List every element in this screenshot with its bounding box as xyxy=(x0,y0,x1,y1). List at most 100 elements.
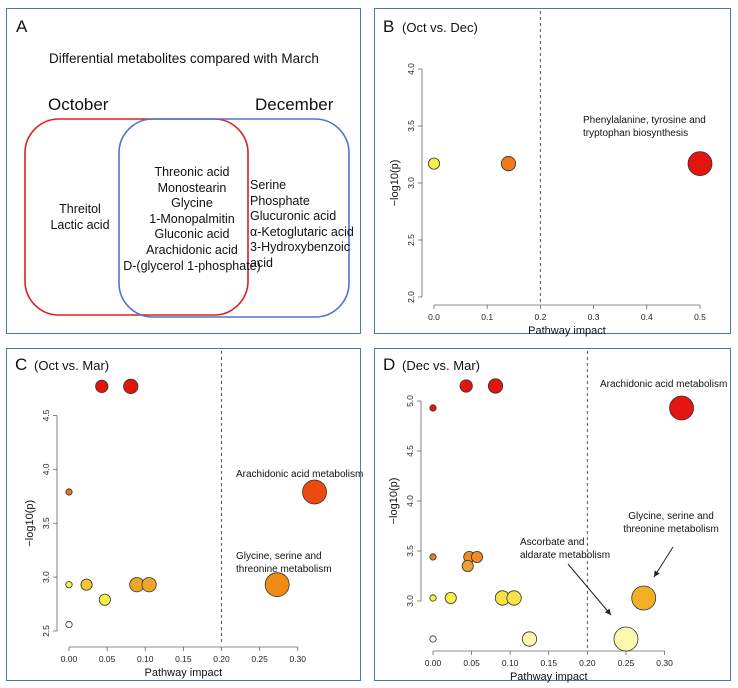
data-point xyxy=(123,378,139,394)
y-tick-label: 4.0 xyxy=(405,495,415,507)
x-tick-label: 0.10 xyxy=(137,654,154,664)
data-point xyxy=(429,594,437,602)
data-point xyxy=(264,572,290,598)
x-tick-label: 0.25 xyxy=(618,658,635,668)
x-tick-label: 0.0 xyxy=(428,312,440,322)
x-tick-label: 0.4 xyxy=(641,312,653,322)
data-point xyxy=(521,631,538,647)
venn-item: Phosphate xyxy=(250,193,310,208)
panel-c-letter: C xyxy=(15,355,28,374)
x-axis-label: Pathway impact xyxy=(528,325,606,337)
x-tick-label: 0.10 xyxy=(502,658,519,668)
annotation-label: Arachidonic acid metabolism xyxy=(236,469,363,480)
data-point xyxy=(506,590,522,606)
venn-item: acid xyxy=(250,255,273,270)
x-tick-label: 0.15 xyxy=(175,654,192,664)
x-tick-label: 0.05 xyxy=(463,658,480,668)
data-point xyxy=(302,479,327,505)
y-tick-label: 4.0 xyxy=(41,463,51,475)
data-point xyxy=(444,591,457,604)
annotation-line: tryptophan biosynthesis xyxy=(583,128,688,139)
venn-item: Serine xyxy=(250,178,287,192)
panel-d-subtitle: (Dec vs. Mar) xyxy=(402,358,480,373)
data-point xyxy=(80,578,93,591)
annotation-arrow xyxy=(653,546,674,578)
venn-item: Gluconic acid xyxy=(154,227,230,242)
x-tick-label: 0.3 xyxy=(588,312,600,322)
chart-c: 0.00 0.05 0.10 0.15 0.20 0.25 0.30 Pathway impa… xyxy=(24,351,363,679)
data-point xyxy=(429,553,437,561)
venn-item: Threonic acid xyxy=(154,165,230,179)
y-axis-label: −log10(p) xyxy=(24,500,36,547)
data-point xyxy=(65,620,73,629)
y-axis-label: −log10(p) xyxy=(388,478,400,525)
data-point xyxy=(429,635,437,643)
x-tick-label: 0.15 xyxy=(541,658,558,668)
data-point xyxy=(141,577,157,593)
y-tick-label: 2.0 xyxy=(406,291,416,303)
y-axis-label: −log10(p) xyxy=(389,160,401,207)
data-point xyxy=(95,379,109,393)
x-tick-label: 0.20 xyxy=(213,654,230,664)
x-tick-label: 0.1 xyxy=(481,312,493,322)
annotation-line: Arachidonic acid metabolism xyxy=(236,469,363,480)
y-tick-label: 3.0 xyxy=(406,177,416,189)
chart-b: 0.0 0.1 0.2 0.3 0.4 0.5 Pathway impact 2.0 2.5 3.… xyxy=(389,11,713,337)
annotation-label: Glycine, serine and threonine metabolism xyxy=(623,511,719,535)
y-tick-label: 4.0 xyxy=(406,63,416,75)
annotation-line: Ascorbate and xyxy=(520,537,585,548)
y-tick-label: 5.0 xyxy=(405,395,415,407)
venn-item: Lactic acid xyxy=(50,217,110,232)
venn-set-october-title: October xyxy=(48,95,109,114)
y-tick-label: 3.0 xyxy=(405,595,415,607)
data-point xyxy=(461,559,474,572)
y-tick-label: 3.5 xyxy=(41,517,51,529)
data-point xyxy=(470,550,483,563)
annotation-label: Arachidonic acid metabolism xyxy=(600,379,727,390)
x-tick-label: 0.30 xyxy=(289,654,306,664)
venn-diagram xyxy=(24,118,350,318)
data-point xyxy=(459,379,473,393)
panel-b: B (Oct vs. Dec) 0.0 0.1 0.2 0.3 0.4 0.5 Pathwa… xyxy=(374,8,731,337)
x-axis-label: Pathway impact xyxy=(145,667,223,679)
x-axis-label: Pathway impact xyxy=(510,671,588,683)
x-tick-label: 0.2 xyxy=(534,312,546,322)
data-point xyxy=(429,404,437,412)
annotation-line: aldarate metabolism xyxy=(520,550,610,561)
venn-december-set xyxy=(118,118,350,318)
annotation-arrow xyxy=(567,563,612,616)
data-point xyxy=(500,156,517,172)
y-tick-label: 3.5 xyxy=(405,545,415,557)
venn-set-december-title: December xyxy=(255,95,334,114)
venn-december-only-list: Serine Phosphate Glucuronic acid α-Ketog… xyxy=(250,178,354,272)
venn-item: 3-Hydroxybenzoic xyxy=(250,240,351,255)
data-point xyxy=(98,593,111,606)
data-point xyxy=(669,395,694,421)
annotation-line: threonine metabolism xyxy=(236,564,332,575)
y-tick-label: 4.5 xyxy=(41,409,51,421)
panel-b-letter: B xyxy=(383,17,395,36)
annotation-line: Phenylalanine, tyrosine and xyxy=(583,115,706,126)
x-tick-label: 0.00 xyxy=(425,658,442,668)
x-tick-label: 0.20 xyxy=(579,658,596,668)
y-tick-label: 2.5 xyxy=(41,625,51,637)
panel-c-subtitle: (Oct vs. Mar) xyxy=(34,358,110,373)
data-point xyxy=(428,157,441,170)
x-tick-label: 0.00 xyxy=(61,654,78,664)
venn-item: D-(glycerol 1-phosphate) xyxy=(123,258,261,273)
annotation-line: Glycine, serine and xyxy=(236,551,322,562)
annotation-line: Glycine, serine and xyxy=(628,511,714,522)
panel-c: C (Oct vs. Mar) 0.00 0.05 0.10 0.15 0.20 0.25… xyxy=(6,348,363,681)
x-tick-label: 0.25 xyxy=(251,654,268,664)
data-point xyxy=(65,581,73,589)
data-point xyxy=(65,488,73,496)
data-point xyxy=(631,585,657,611)
panel-b-subtitle: (Oct vs. Dec) xyxy=(402,20,478,35)
venn-october-set xyxy=(24,118,249,316)
panel-a-letter: A xyxy=(16,17,28,36)
y-tick-label: 3.5 xyxy=(406,120,416,132)
panel-a: A Differential metabolites compared with… xyxy=(6,8,361,334)
data-point xyxy=(687,151,713,177)
venn-item: Glucuronic acid xyxy=(250,209,337,224)
panel-d: D (Dec vs. Mar) 0.00 0.05 0.10 0.15 0.20 0.25… xyxy=(374,348,731,683)
